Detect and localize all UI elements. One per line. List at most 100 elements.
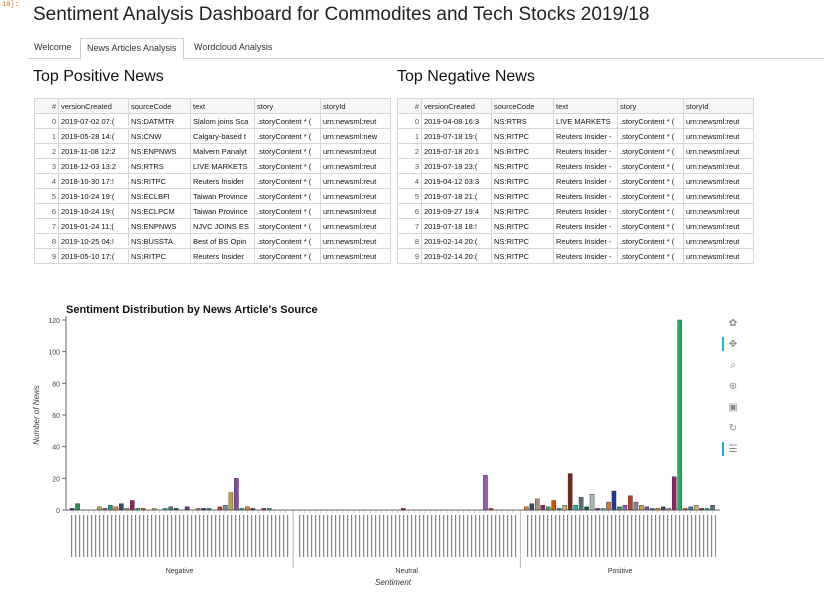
table-cell: .storyContent * ( [254,218,321,234]
column-header[interactable]: sourceCode [128,98,191,114]
table-row[interactable]: 1 2019-07-18 19:(NS:RITPC Reuters Insider … [397,128,754,144]
table-cell: .storyContent * ( [617,113,684,129]
table-cell: 9 [397,248,422,264]
table-cell: 2019-02-14 20:( [421,248,492,264]
table-cell: 2019-11-08 12:2 [58,143,129,159]
bokeh-logo-icon[interactable]: ✿ [728,317,738,329]
column-header[interactable]: # [397,98,422,114]
bar [540,505,546,511]
table-cell: urn:newsml:reut [320,248,391,264]
table-row[interactable]: 6 2019-09-27 19:4 NS:RITPC Reuters Insider … [397,203,754,219]
column-header[interactable]: storyId [683,98,754,114]
y-tick-label: 0 [56,508,60,515]
bar [611,490,617,511]
table-row[interactable]: 4 2019-04-12 03:3 NS:RITPC Reuters Insider … [397,173,754,189]
table-cell: NS:ENPNWS [128,218,191,234]
table-cell: NS:BUSSTA [128,233,191,249]
y-tick-label: 20 [52,476,60,483]
column-header[interactable]: sourceCode [491,98,554,114]
column-header[interactable]: story [617,98,684,114]
bar [108,505,113,511]
table-row[interactable]: 9 2019-05-10 17:(NS:RITPC Reuters Insider.… [34,248,391,264]
table-cell: Reuters Insider - [553,218,618,234]
column-header[interactable]: text [553,98,618,114]
table-cell: NS:RITPC [491,173,554,189]
table-row[interactable]: 4 2018-10-30 17:! NS:RITPC Reuters Insider.… [34,173,391,189]
bar [567,473,573,511]
table-row[interactable]: 2 2019-07-18 20:1 NS:RITPC Reuters Insider … [397,143,754,159]
table-row[interactable]: 3 2019-07-18 23:(NS:RITPC Reuters Insider … [397,158,754,174]
table-cell: 4 [397,173,422,189]
table-cell: NS:RITPC [128,248,191,264]
table-cell: Malvern Panalyt [190,143,255,159]
bar [401,508,406,511]
positive-news-table[interactable]: # versionCreated sourceCode text story storyI… [34,98,391,264]
bar [545,506,551,511]
table-row[interactable]: 0 2019-07-02 07:(NS:DATMTR Slalom joins Sc… [34,113,391,129]
column-header[interactable]: versionCreated [58,98,129,114]
table-cell: 2019-09-27 19:4 [421,203,492,219]
bar [666,508,672,511]
save-icon[interactable]: ▣ [728,401,738,413]
pan-icon[interactable]: ✥ [722,337,740,351]
column-header[interactable]: # [34,98,59,114]
table-row[interactable]: 2 2019-11-08 12:2 NS:ENPNWS Malvern Panalyt… [34,143,391,159]
bar [250,508,256,511]
table-cell: 5 [34,188,59,204]
table-cell: 2018-12-03 13:2 [58,158,129,174]
column-header[interactable]: story [254,98,321,114]
table-cell: NS:RTRS [128,158,191,174]
table-cell: 2019-04-12 03:3 [421,173,492,189]
bar [628,495,633,511]
bar [606,501,611,511]
group-label: Neutral [395,568,418,575]
table-cell: Reuters Insider [190,248,255,264]
table-cell: .storyContent * ( [617,128,684,144]
table-cell: .storyContent * ( [254,188,321,204]
table-row[interactable]: 7 2019-07-18 18:! NS:RITPC Reuters Insider … [397,218,754,234]
tab-wordcloud-analysis[interactable]: Wordcloud Analysis [194,42,273,52]
table-cell: Reuters Insider - [553,188,618,204]
negative-news-table[interactable]: # versionCreated sourceCode text story storyI… [397,98,754,264]
tab-welcome[interactable]: Welcome [34,42,72,52]
bar [195,508,201,511]
table-cell: 2019-10-25 04:! [58,233,129,249]
table-row[interactable]: 5 2019-10-24 19:(NS:ECLBFI Taiwan Province… [34,188,391,204]
table-row[interactable]: 5 2019-07-18 21:(NS:RITPC Reuters Insider … [397,188,754,204]
tab-news-articles-analysis[interactable]: News Articles Analysis [80,38,184,60]
table-cell: Taiwan Province [190,188,255,204]
table-cell: .storyContent * ( [617,218,684,234]
table-row[interactable]: 8 2019-10-25 04:! NS:BUSSTA Best of BS Opin… [34,233,391,249]
table-cell: urn:newsml:reut [683,158,754,174]
table-cell: 2019-05-10 17:( [58,248,129,264]
table-cell: 2019-07-18 18:! [421,218,492,234]
table-cell: 9 [34,248,59,264]
bar [556,508,562,511]
table-cell: .storyContent * ( [254,173,321,189]
wheel-zoom-icon[interactable]: ⊕ [728,380,738,392]
reset-icon[interactable]: ↻ [728,422,738,434]
table-cell: NS:RTRS [491,113,554,129]
table-row[interactable]: 9 2019-02-14 20:(NS:RITPC Reuters Insider … [397,248,754,264]
bar [682,508,688,511]
bar [69,508,75,511]
column-header[interactable]: versionCreated [421,98,492,114]
table-header-row: # versionCreated sourceCode text story storyI… [397,98,754,114]
bar [206,508,212,511]
bar [483,474,488,511]
hover-icon[interactable]: ☰ [722,442,740,456]
table-row[interactable]: 1 2019-05-28 14:(NS:CNW Calgary-based t .st… [34,128,391,144]
bar [600,508,606,511]
table-row[interactable]: 0 2019-04-08 16:3 NS:RTRS LIVE MARKETS .stor… [397,113,754,129]
column-header[interactable]: storyId [320,98,391,114]
table-row[interactable]: 7 2019-01-24 11:(NS:ENPNWS NJVC JOINS ES .s… [34,218,391,234]
table-row[interactable]: 8 2019-02-14 20:(NS:RITPC Reuters Insider … [397,233,754,249]
table-cell: 7 [34,218,59,234]
column-header[interactable]: text [190,98,255,114]
table-row[interactable]: 3 2018-12-03 13:2 NS:RTRS LIVE MARKETS .stor… [34,158,391,174]
sentiment-distribution-chart[interactable]: Sentiment Distribution by News Article's… [30,300,730,590]
table-row[interactable]: 6 2019-10-24 19:(NS:ECLPCM Taiwan Province… [34,203,391,219]
table-cell: urn:newsml:reut [320,203,391,219]
box-zoom-icon[interactable]: ⌕ [730,359,736,371]
table-cell: .storyContent * ( [254,158,321,174]
